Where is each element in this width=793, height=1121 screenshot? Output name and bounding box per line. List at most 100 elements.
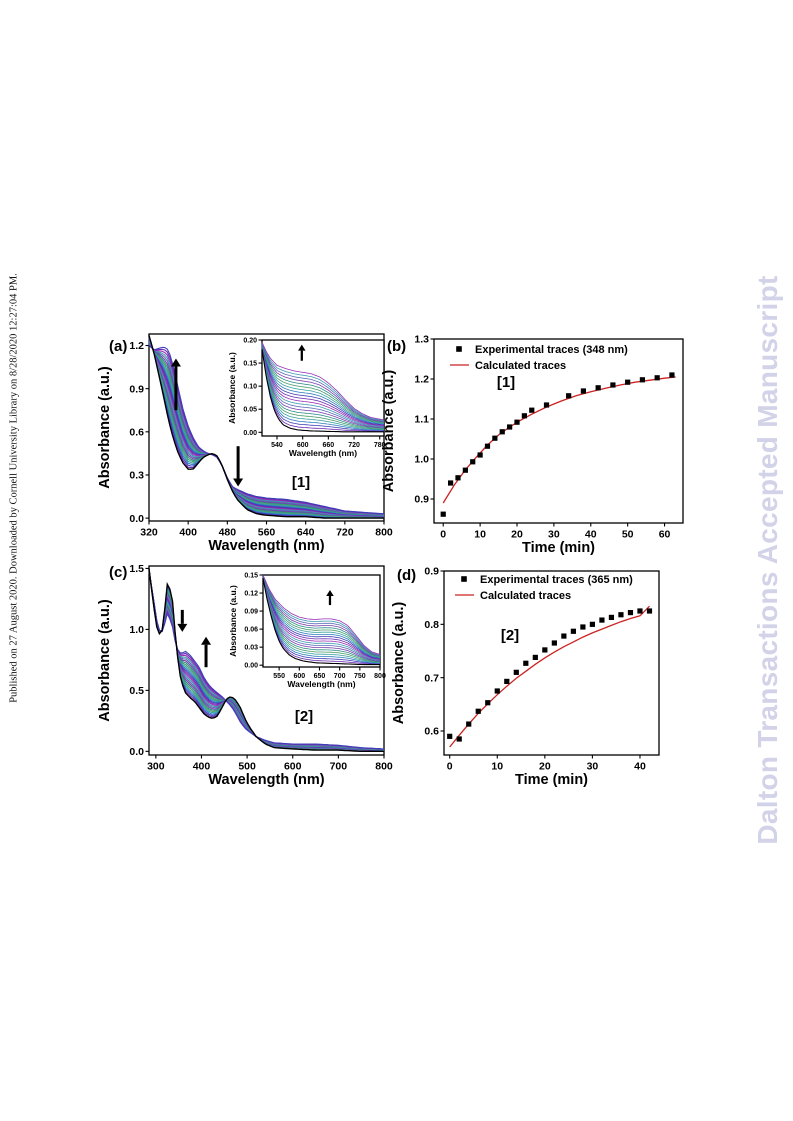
panel-c-inset-series: [262, 576, 381, 660]
panel-c-inset-y-tick-label: 0.06: [244, 627, 258, 634]
panel-c-inset-x-tick-label: 800: [374, 673, 386, 680]
panel-a-inset-x-tick-label: 600: [297, 442, 309, 449]
panel-c-y-tick-label: 1.0: [129, 624, 144, 636]
panel-a-inset-series: [261, 344, 385, 425]
panel-d-data-point: [561, 633, 567, 639]
panel-b-data-point: [470, 459, 476, 465]
panel-b-y-tick-label: 1.2: [414, 374, 429, 386]
panel-d-data-point: [475, 708, 481, 714]
panel-a-inset: 540 600 660 720 780 0.00 0.05 0.10 0.15 0.20 Wavel…: [227, 337, 386, 458]
panel-b-data-point: [440, 511, 446, 517]
panel-d-x-tick-label: 20: [539, 761, 551, 773]
panel-c-arrow-1-head: [201, 636, 212, 645]
panel-c-inset-xlabel: Wavelength (nm): [287, 679, 355, 689]
panel-a-x-tick-label: 400: [179, 527, 197, 539]
panel-c-inset-y-tick-label: 0.03: [244, 645, 258, 652]
panel-c-y-tick-label: 0.5: [129, 685, 144, 697]
panel-a-inset-series: [261, 344, 385, 424]
panel-d-data-point: [513, 669, 519, 675]
panel-d-data-point: [599, 617, 605, 623]
panel-c-initial-series: [148, 568, 384, 752]
panel-c-inset-arrow-head: [326, 590, 334, 597]
panel-c-inset-x-tick-label: 750: [354, 673, 366, 680]
panel-a-inset-series: [261, 343, 385, 424]
panel-a-inset-frame: [261, 339, 385, 437]
panel-d-data-point: [532, 654, 538, 660]
panel-b-data-point: [654, 375, 660, 381]
panel-a: 320 400 480 560 640 720 800 0.0 0.3 0.6 0.9 1.2 Wave…: [97, 333, 393, 554]
panel-d-data-point: [618, 612, 624, 618]
panel-a-inset-series: [261, 342, 385, 421]
panel-a-inset-series: [261, 343, 385, 423]
panel-a-y-tick-label: 1.2: [129, 340, 144, 352]
panel-c-inset-series: [262, 577, 380, 665]
panel-a-panel-label: (a): [109, 338, 127, 355]
panel-a-inset-ylabel: Absorbance (a.u.): [227, 352, 237, 424]
panel-b-x-tick-label: 50: [622, 529, 634, 541]
panel-a-inset-series: [261, 345, 385, 426]
panel-b: 0 10 20 30 40 50 60 0.9 1.0 1.1 1.2 1.3 Time (min) Ab…: [381, 334, 684, 556]
panel-a-inset-series: [261, 346, 384, 429]
panel-a-inset-y-tick-label: 0.15: [243, 361, 257, 368]
panel-c-inset-y-tick-label: 0.12: [244, 590, 258, 597]
panel-b-data-point: [521, 413, 527, 419]
panel-a-inset-series: [261, 348, 384, 431]
panel-a-inset-series: [261, 347, 384, 430]
panel-d-data-point: [485, 700, 491, 706]
panel-c-inset-series: [262, 577, 381, 664]
panel-a-arrow-0-head: [170, 358, 181, 367]
panel-a-inset-y-tick-label: 0.05: [243, 407, 257, 414]
panel-b-legend-marker: [456, 346, 462, 352]
panel-d-legend-experimental: Experimental traces (365 nm): [480, 574, 633, 586]
panel-a-inset-x-tick-label: 660: [323, 442, 335, 449]
panel-c-x-tick-label: 400: [193, 761, 211, 773]
panel-d-y-tick-label: 0.6: [424, 726, 439, 738]
panel-a-inset-series: [261, 347, 384, 429]
panel-c-inset-series: [262, 576, 381, 660]
panel-a-inset-x-tick-label: 720: [348, 442, 360, 449]
panel-c-y-tick-label: 0.0: [129, 746, 144, 758]
panel-a-xlabel: Wavelength (nm): [208, 538, 324, 554]
panel-d-calculated-line: [449, 605, 650, 748]
panel-d-y-tick-label: 0.8: [424, 619, 439, 631]
panel-d-x-tick-label: 30: [587, 761, 599, 773]
panel-a-y-tick-label: 0.0: [129, 513, 144, 525]
panel-a-inset-series: [261, 346, 385, 428]
panel-c-inset-series: [262, 577, 381, 663]
panel-b-sample-label: [1]: [497, 374, 515, 391]
panel-d-data-point: [627, 610, 634, 616]
panel-a-inset-arrow-head: [298, 344, 306, 351]
panel-c-x-tick-label: 600: [284, 761, 302, 773]
panel-d-data-point: [646, 608, 653, 614]
panel-c-arrow-0-head: [177, 623, 188, 632]
panel-d-x-tick-label: 40: [634, 761, 646, 773]
panel-b-y-tick-label: 1.1: [414, 414, 429, 426]
panel-b-panel-label: (b): [387, 338, 406, 355]
panel-d-panel-label: (d): [397, 567, 416, 584]
panel-a-inset-x-tick-label: 540: [271, 442, 283, 449]
panel-c-inset-series: [262, 577, 381, 663]
panel-d-data-point: [447, 733, 453, 739]
panel-a-inset-series: [261, 346, 385, 427]
panel-d-data-point: [580, 624, 586, 630]
panel-d-data-point: [466, 721, 472, 727]
panel-a-inset-y-tick-label: 0.10: [243, 384, 257, 391]
panel-c-inset-y-tick-label: 0.09: [244, 609, 258, 616]
panel-c-x-tick-label: 300: [147, 761, 165, 773]
panel-c-inset-series: [262, 574, 381, 655]
panel-c-y-tick-label: 1.5: [129, 563, 144, 575]
panel-b-data-point: [499, 429, 505, 435]
panel-d-data-point: [523, 660, 529, 666]
panel-c-inset-series: [262, 575, 381, 658]
panel-d-data-point: [504, 678, 510, 684]
panel-b-y-tick-label: 0.9: [414, 494, 429, 506]
panel-d-data-point: [542, 647, 548, 653]
panel-d-data-point: [637, 608, 643, 614]
panel-b-x-tick-label: 30: [548, 529, 560, 541]
panel-c-sample-label: [2]: [295, 708, 313, 725]
panel-c-inset-series: [262, 576, 381, 661]
panel-c-inset-initial-series: [262, 577, 380, 666]
panel-b-data-point: [514, 419, 520, 425]
panel-b-x-tick-label: 60: [659, 529, 671, 541]
panel-b-frame: [433, 338, 684, 524]
